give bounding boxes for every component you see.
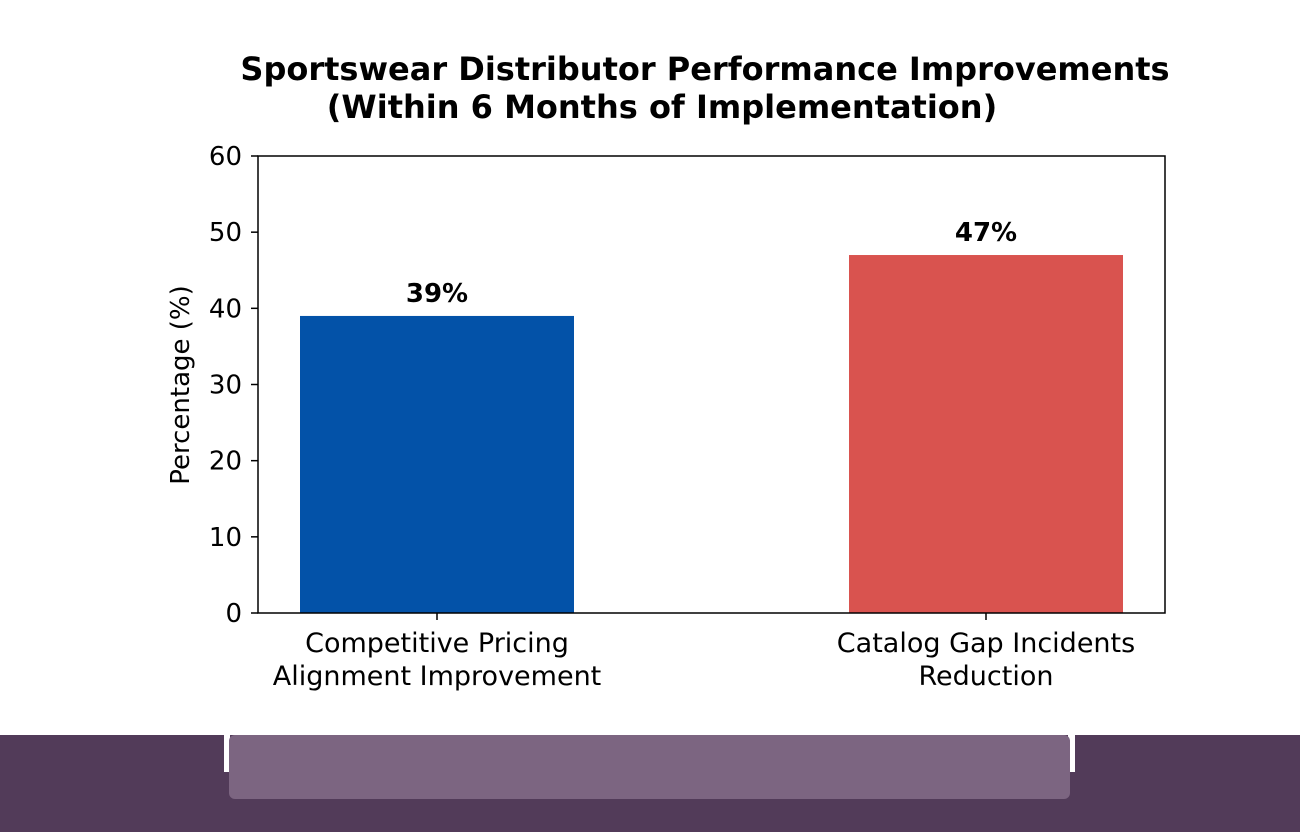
- data-label-1: 39%: [406, 279, 468, 309]
- y-tick-label-0: 0: [225, 599, 242, 629]
- footer-divider-left: [224, 735, 230, 772]
- x-tick-label-2-line-2: Reduction: [919, 661, 1054, 692]
- y-tick-label-20: 20: [209, 447, 242, 477]
- footer-right-panel: [1075, 735, 1300, 832]
- y-tick-label-60: 60: [209, 142, 242, 172]
- bar-2: [849, 255, 1123, 613]
- x-tick-label-1-line-2: Alignment Improvement: [273, 661, 602, 692]
- x-tick-label-2-line-1: Catalog Gap Incidents: [837, 628, 1135, 659]
- data-label-2: 47%: [955, 218, 1017, 248]
- chart-title-line-1: Sportswear Distributor Performance Impro…: [240, 50, 1169, 88]
- footer-left-panel: [0, 735, 224, 832]
- footer-center-panel: [229, 735, 1070, 799]
- y-tick-label-30: 30: [209, 371, 242, 401]
- x-tick-label-1-line-1: Competitive Pricing: [305, 628, 569, 659]
- footer-divider-right: [1068, 735, 1075, 772]
- y-tick-label-10: 10: [209, 523, 242, 553]
- y-axis-label: Percentage (%): [166, 285, 196, 485]
- chart-title-line-2: (Within 6 Months of Implementation): [327, 88, 997, 126]
- y-tick-label-50: 50: [209, 218, 242, 248]
- y-tick-label-40: 40: [209, 294, 242, 324]
- bar-1: [300, 315, 574, 613]
